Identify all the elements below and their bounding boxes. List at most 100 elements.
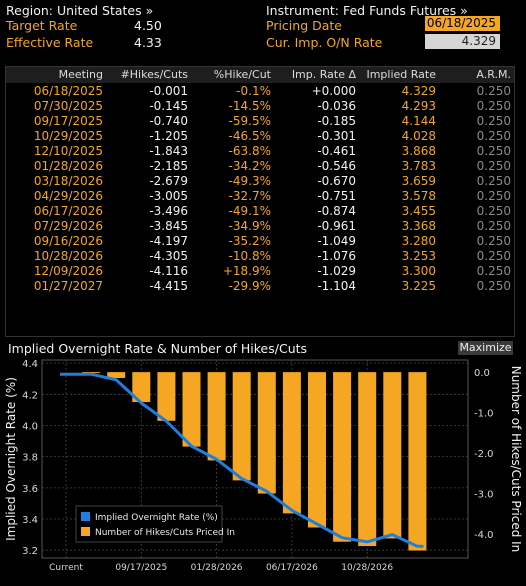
col-arm[interactable]: A.R.M.: [476, 68, 511, 81]
region-selector[interactable]: Region: United States »: [6, 3, 154, 18]
table-row[interactable]: 03/18/2026 -2.679 -49.3% -0.670 3.659 0.250: [6, 174, 514, 189]
table-row[interactable]: 01/27/2027 -4.415 -29.9% -1.104 3.225 0.250: [6, 279, 514, 294]
hikes-bar: [107, 372, 126, 378]
rate-chart: 4.4 4.2 4.0 3.8 3.6 3.4 3.2 0.0 -1.0 -2.0 -3.0 -4.…: [4, 359, 523, 573]
hikes-bar: [333, 372, 352, 542]
hikes-bar: [207, 372, 226, 461]
chart-title: Implied Overnight Rate & Number of Hikes…: [8, 341, 308, 356]
hikes-bar: [157, 372, 176, 421]
table-cell: -1.205: [149, 129, 188, 143]
legend-label-line: Implied Overnight Rate (%): [95, 513, 218, 523]
table-cell: 3.659: [401, 174, 436, 188]
legend-swatch-line: [81, 512, 90, 521]
y-tick-right: -2.0: [474, 449, 494, 460]
table-cell: 3.368: [401, 219, 436, 233]
table-cell: 0.250: [476, 279, 511, 293]
instrument-selector[interactable]: Instrument: Fed Funds Futures »: [266, 3, 468, 18]
table-cell: -0.036: [317, 99, 356, 113]
table-row[interactable]: 10/29/2025 -1.205 -46.5% -0.301 4.028 0.250: [6, 129, 514, 144]
col-hikes-cuts[interactable]: #Hikes/Cuts: [120, 68, 188, 81]
table-row[interactable]: 01/28/2026 -2.185 -34.2% -0.546 3.783 0.250: [6, 159, 514, 174]
table-cell: -10.8%: [228, 249, 271, 263]
table-cell: -0.1%: [236, 84, 271, 98]
effective-rate-label: Effective Rate: [6, 35, 94, 50]
table-row[interactable]: 07/29/2026 -3.845 -34.9% -0.961 3.368 0.250: [6, 219, 514, 234]
table-cell: -32.7%: [228, 189, 271, 203]
hikes-bar: [82, 372, 101, 374]
table-header: Meeting #Hikes/Cuts %Hike/Cut Imp. Rate …: [6, 67, 514, 83]
table-row[interactable]: 12/10/2025 -1.843 -63.8% -0.461 3.868 0.250: [6, 144, 514, 159]
table-cell: -0.961: [317, 219, 356, 233]
y-tick-left: 4.4: [22, 359, 38, 370]
table-cell: 03/18/2026: [33, 174, 103, 188]
maximize-button[interactable]: Maximize: [458, 341, 513, 355]
table-cell: -0.461: [317, 144, 356, 158]
table-row[interactable]: 09/16/2026 -4.197 -35.2% -1.049 3.280 0.250: [6, 234, 514, 249]
table-cell: -2.679: [149, 174, 188, 188]
table-cell: 10/28/2026: [33, 249, 103, 263]
y-tick-right: -4.0: [474, 530, 494, 541]
table-row[interactable]: 04/29/2026 -3.005 -32.7% -0.751 3.578 0.250: [6, 189, 514, 204]
cur-imp-rate-label: Cur. Imp. O/N Rate: [266, 35, 383, 50]
y-tick-left: 3.4: [22, 515, 38, 526]
table-cell: -1.104: [317, 279, 356, 293]
table-cell: 12/10/2025: [33, 144, 103, 158]
table-cell: 0.250: [476, 204, 511, 218]
table-cell: 3.253: [401, 249, 436, 263]
target-rate-value: 4.50: [134, 18, 162, 33]
table-cell: 3.868: [401, 144, 436, 158]
hikes-bar: [132, 372, 151, 403]
table-cell: -49.1%: [228, 204, 271, 218]
table-cell: 3.300: [401, 264, 436, 278]
y-tick-left: 4.2: [22, 390, 38, 401]
y-axis-label-left: Implied Overnight Rate (%): [4, 377, 18, 541]
implied-rate-line: [60, 372, 424, 548]
table-cell: -49.3%: [228, 174, 271, 188]
table-row[interactable]: 10/28/2026 -4.305 -10.8% -1.076 3.253 0.250: [6, 249, 514, 264]
table-cell: 4.329: [401, 84, 436, 98]
y-tick-left: 3.2: [22, 546, 38, 557]
legend-box: [75, 505, 223, 543]
pricing-date-input[interactable]: 06/18/2025: [425, 16, 500, 31]
table-cell: -59.5%: [228, 114, 271, 128]
col-meeting[interactable]: Meeting: [58, 68, 103, 81]
y-tick-right: -1.0: [474, 409, 494, 420]
table-cell: 01/27/2027: [33, 279, 103, 293]
table-cell: -1.029: [317, 264, 356, 278]
table-row[interactable]: 07/30/2025 -0.145 -14.5% -0.036 4.293 0.250: [6, 99, 514, 114]
col-implied-rate[interactable]: Implied Rate: [366, 68, 436, 81]
table-cell: 0.250: [476, 84, 511, 98]
table-row[interactable]: 09/17/2025 -0.740 -59.5% -0.185 4.144 0.250: [6, 114, 514, 129]
table-cell: -0.740: [149, 114, 188, 128]
table-cell: -0.751: [317, 189, 356, 203]
hikes-bar: [308, 372, 326, 528]
table-cell: -1.076: [317, 249, 356, 263]
table-cell: -1.843: [149, 144, 188, 158]
table-cell: -34.9%: [228, 219, 271, 233]
x-tick: 01/28/2026: [191, 563, 243, 573]
table-cell: -0.145: [149, 99, 188, 113]
hikes-bar: [358, 372, 377, 547]
table-cell: 06/17/2026: [33, 204, 103, 218]
hikes-bar: [182, 372, 201, 447]
y-tick-right: 0.0: [474, 368, 490, 379]
table-cell: -0.001: [149, 84, 188, 98]
table-cell: 10/29/2025: [33, 129, 103, 143]
table-cell: 0.250: [476, 264, 511, 278]
cur-imp-rate-input[interactable]: 4.329: [425, 34, 500, 49]
table-cell: 4.028: [401, 129, 436, 143]
table-cell: +0.000: [311, 84, 356, 98]
col-imp-rate-delta[interactable]: Imp. Rate Δ: [291, 68, 356, 81]
table-cell: 09/17/2025: [33, 114, 103, 128]
x-tick: 09/17/2025: [115, 563, 167, 573]
table-cell: -3.496: [149, 204, 188, 218]
x-tick: 06/17/2026: [266, 563, 318, 573]
col-pct-hike-cut[interactable]: %Hike/Cut: [213, 68, 271, 81]
table-row[interactable]: 12/09/2026 -4.116 +18.9% -1.029 3.300 0.250: [6, 264, 514, 279]
table-cell: -14.5%: [228, 99, 271, 113]
table-cell: 0.250: [476, 219, 511, 233]
table-cell: -63.8%: [228, 144, 271, 158]
table-row[interactable]: 06/18/2025 -0.001 -0.1% +0.000 4.329 0.250: [6, 84, 514, 99]
table-row[interactable]: 06/17/2026 -3.496 -49.1% -0.874 3.455 0.250: [6, 204, 514, 219]
table-cell: -0.301: [317, 129, 356, 143]
